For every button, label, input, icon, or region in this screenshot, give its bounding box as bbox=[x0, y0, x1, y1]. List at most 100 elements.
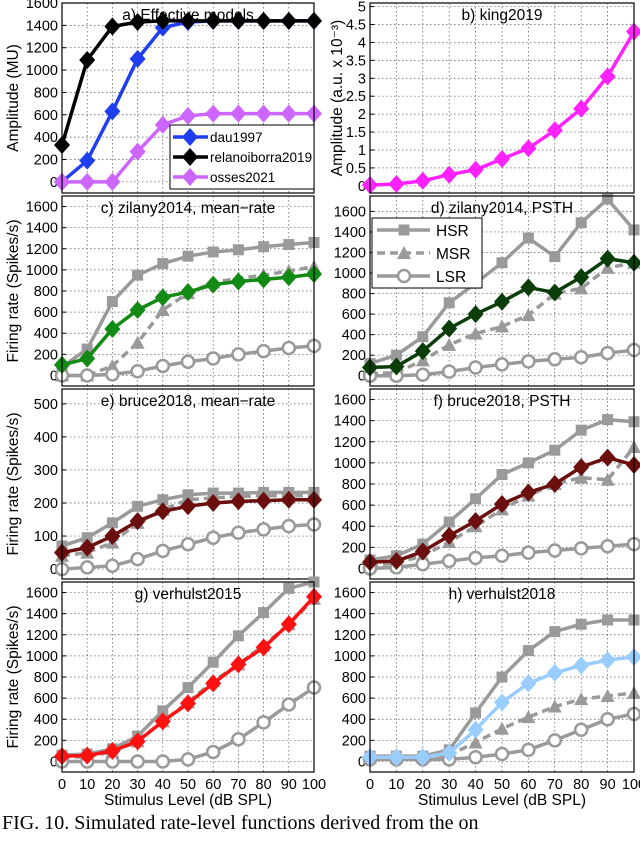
data-point bbox=[520, 483, 537, 502]
x-tick-label: 80 bbox=[256, 777, 272, 793]
data-point bbox=[155, 543, 171, 559]
data-point bbox=[414, 542, 431, 561]
data-point bbox=[546, 121, 563, 140]
x-tick-label: 70 bbox=[547, 777, 563, 793]
y-tick-label: 400 bbox=[34, 326, 58, 342]
y-tick-label: 1000 bbox=[334, 266, 366, 282]
data-point bbox=[130, 754, 145, 769]
data-point bbox=[81, 343, 93, 355]
y-tick-label: 300 bbox=[34, 463, 58, 479]
data-point bbox=[154, 11, 171, 30]
y-tick-label: 2.5 bbox=[346, 89, 366, 105]
panel-b: 0 0.5 1 1.5 2 2.5 3 3.5 44.5 5 Amplitude (a.u. x 1… bbox=[329, 0, 640, 195]
data-point bbox=[468, 749, 483, 765]
data-point bbox=[79, 51, 96, 69]
series-LSR bbox=[362, 536, 640, 576]
y-tick-label: 100 bbox=[34, 529, 58, 545]
panel-title: g) verhulst2015 bbox=[135, 586, 242, 603]
data-point bbox=[281, 340, 297, 356]
y-tick-label: 200 bbox=[34, 347, 58, 363]
y-tick-label: 1400 bbox=[334, 414, 366, 430]
data-point bbox=[600, 689, 615, 702]
y-axis-label: Firing rate (Spikes/s) bbox=[5, 413, 22, 556]
series-mean bbox=[54, 265, 322, 374]
y-tick-label: 400 bbox=[34, 712, 58, 728]
data-point bbox=[205, 744, 221, 760]
y-tick-label: 2 bbox=[358, 107, 366, 123]
data-point bbox=[441, 364, 457, 379]
data-point bbox=[207, 246, 219, 258]
data-point bbox=[230, 655, 247, 674]
data-point bbox=[106, 296, 118, 308]
data-point bbox=[155, 754, 171, 769]
data-point bbox=[520, 139, 537, 158]
x-tick-label: 60 bbox=[520, 777, 536, 793]
panel-title: d) zilany2014, PSTH bbox=[431, 200, 573, 217]
data-point bbox=[494, 693, 510, 712]
y-tick-label: 0 bbox=[358, 369, 366, 385]
y-tick-label: 5 bbox=[358, 0, 366, 16]
legend-marker bbox=[182, 168, 198, 186]
data-point bbox=[205, 351, 221, 366]
data-point bbox=[79, 368, 95, 383]
y-tick-label: 800 bbox=[342, 477, 366, 493]
y-tick-label: 600 bbox=[34, 305, 58, 321]
plot-frame bbox=[369, 581, 635, 773]
data-point bbox=[104, 527, 121, 546]
y-tick-label: 3 bbox=[358, 71, 366, 87]
data-point bbox=[494, 495, 510, 514]
data-point bbox=[600, 345, 615, 361]
y-tick-label: 400 bbox=[342, 519, 366, 535]
panel-g: 0 200 400 600 800 1000 1200 1400 1600 0 10 20 30 40 50… bbox=[5, 576, 326, 809]
data-point bbox=[442, 337, 457, 351]
y-tick-label: 800 bbox=[34, 670, 58, 686]
data-point bbox=[388, 175, 405, 194]
panel-title: b) king2019 bbox=[461, 7, 542, 24]
plot-frame bbox=[61, 195, 315, 387]
series-LSR bbox=[54, 517, 322, 577]
x-axis-label: Stimulus Level (dB SPL) bbox=[418, 792, 586, 809]
data-point bbox=[283, 582, 295, 594]
data-point bbox=[573, 541, 589, 556]
data-point bbox=[280, 615, 297, 634]
panel-title: a) Effective models bbox=[122, 7, 254, 24]
y-tick-label: 1000 bbox=[334, 649, 366, 665]
data-point bbox=[467, 305, 484, 324]
data-point bbox=[549, 251, 561, 263]
data-point bbox=[180, 694, 196, 713]
series-line bbox=[369, 261, 635, 376]
y-tick-label: 400 bbox=[342, 328, 366, 344]
data-point bbox=[280, 11, 297, 30]
x-tick-label: 30 bbox=[441, 777, 457, 793]
data-point bbox=[443, 297, 455, 309]
data-point bbox=[230, 104, 247, 123]
data-point bbox=[521, 710, 536, 724]
y-tick-label: 1600 bbox=[26, 200, 58, 216]
y-tick-label: 400 bbox=[34, 130, 58, 146]
x-tick-label: 30 bbox=[130, 777, 146, 793]
data-point bbox=[626, 456, 640, 474]
data-point bbox=[521, 308, 536, 322]
data-point bbox=[414, 342, 431, 361]
x-tick-label: 60 bbox=[205, 777, 221, 793]
y-tick-label: 600 bbox=[34, 691, 58, 707]
data-point bbox=[180, 497, 196, 516]
data-point bbox=[231, 347, 246, 362]
y-tick-label: 600 bbox=[342, 307, 366, 323]
data-point bbox=[602, 414, 614, 426]
grid bbox=[370, 3, 634, 193]
series-line bbox=[61, 493, 314, 558]
data-point bbox=[180, 537, 196, 552]
data-point bbox=[547, 543, 563, 558]
series-mean bbox=[54, 490, 322, 562]
data-point bbox=[388, 552, 405, 571]
y-tick-label: 3.5 bbox=[346, 53, 366, 69]
y-tick-label: 4 bbox=[358, 35, 366, 51]
legend-marker bbox=[397, 246, 411, 259]
legend: HSR MSR LSR bbox=[371, 217, 483, 289]
data-point bbox=[79, 151, 96, 170]
y-tick-label: 600 bbox=[342, 498, 366, 514]
data-point bbox=[574, 281, 589, 295]
x-axis-label: Stimulus Level (dB SPL) bbox=[104, 792, 272, 809]
